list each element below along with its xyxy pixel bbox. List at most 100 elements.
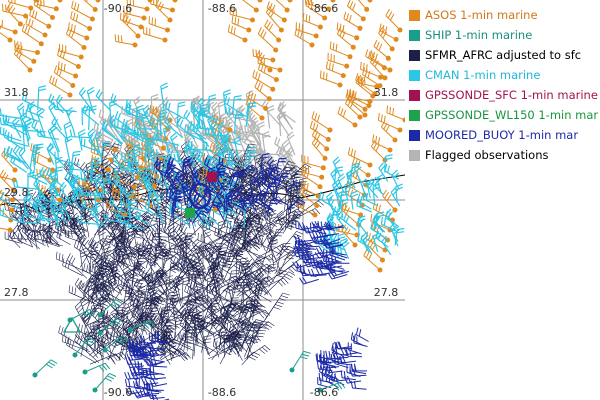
asos-barb (335, 223, 357, 236)
cman-barb (344, 181, 353, 201)
cman-barb (127, 149, 136, 175)
cman-barb (160, 82, 169, 112)
sfmr-barb (244, 345, 271, 360)
asos-dot (326, 6, 332, 12)
sfmr-barb (243, 335, 261, 345)
sfmr-barb (100, 306, 131, 335)
cman-barb (89, 157, 100, 180)
cman-barb (350, 190, 359, 210)
cman-barb (231, 95, 242, 115)
ship-dot (82, 369, 88, 375)
sfmr-barb (243, 331, 254, 357)
cman-barb (64, 135, 73, 163)
sfmr-barb (93, 159, 107, 180)
ship-swatch (409, 29, 420, 41)
sfmr-barb (200, 317, 215, 336)
asos-dot (319, 174, 325, 180)
cman-barb (188, 145, 207, 168)
sfmr-barb (170, 263, 201, 290)
sfmr-barb (178, 313, 203, 346)
asos-dot (31, 58, 37, 64)
buoy-barb (353, 335, 368, 347)
cman-barb (196, 110, 207, 130)
cman-barb (69, 150, 81, 176)
sfmr-barb (239, 278, 252, 318)
sfmr-barb (179, 309, 193, 329)
legend-label-ship: SHIP 1-min marine (425, 28, 533, 42)
asos-dot (367, 162, 373, 168)
buoy-barb (266, 156, 276, 175)
sfmr-barb (178, 305, 198, 335)
sfmr-barb (215, 252, 232, 270)
sfmr-barb (169, 211, 180, 226)
sfmr-barb (264, 271, 296, 296)
sfmr-barb (239, 152, 253, 189)
map-panel[interactable]: -90.6 -88.6 -86.6 -90.6 -88.6 -86.6 31.8 29.8 27… (0, 0, 405, 400)
asos-barb (131, 189, 151, 206)
buoy-barb (125, 386, 143, 395)
ship-barb (319, 381, 346, 391)
cman-barb (327, 197, 341, 216)
sfmr-barb (113, 328, 144, 350)
legend-label-sfmr: SFMR_AFRC adjusted to sfc (425, 48, 582, 62)
sfmr-barb (80, 234, 96, 260)
wind-observation-map[interactable]: -90.6 -88.6 -86.6 -90.6 -88.6 -86.6 31.8 29.8 27… (0, 0, 405, 400)
sfmr-barb (290, 211, 302, 230)
lat-label-left: 27.8 (4, 286, 29, 299)
asos-barb (231, 15, 249, 31)
sfmr-barb (177, 336, 195, 355)
cman-barb (122, 197, 146, 213)
sfmr-barb (224, 297, 239, 327)
legend-label-asos: ASOS 1-min marine (425, 8, 538, 22)
cman-barb (81, 105, 90, 126)
cman-barb (34, 171, 43, 201)
cman-barb (88, 134, 102, 156)
cman-barb (109, 100, 117, 129)
legend-label-moored-buoy: MOORED_BUOY 1-min mar (425, 128, 579, 142)
asos-barb (8, 0, 31, 9)
sfmr-barb (228, 149, 254, 184)
asos-barb (372, 201, 393, 221)
sfmr-barb (276, 165, 302, 181)
cman-barb (32, 148, 41, 171)
cman-barb (384, 210, 400, 228)
sfmr-barb (230, 328, 248, 348)
asos-dot (365, 172, 371, 178)
cman-barb (192, 107, 203, 130)
buoy-barb (215, 161, 224, 179)
asos-dot (73, 73, 79, 79)
cman-barb (0, 207, 23, 224)
sfmr-barb (112, 251, 133, 267)
asos-barb (367, 238, 383, 261)
lat-label-left: 31.8 (4, 86, 29, 99)
cman-barb (245, 146, 256, 165)
asos-dot (259, 115, 265, 121)
sfmr-barb (246, 329, 267, 357)
sfmr-barb (73, 239, 100, 265)
coordinate-labels: -90.6 -88.6 -86.6 -90.6 -88.6 -86.6 31.8 29.8 27… (4, 2, 398, 399)
buoy-barb (129, 342, 147, 351)
sfmr-barb (110, 289, 146, 314)
sfmr-barb (74, 278, 91, 302)
sfmr-barb (259, 196, 284, 206)
sfmr-barb (282, 220, 298, 234)
sfmr-barb (172, 267, 196, 293)
buoy-barb (133, 390, 152, 399)
sfmr-barb (93, 143, 122, 176)
buoy-barb (193, 193, 209, 212)
sfmr-barb (85, 161, 94, 181)
sfmr-barb (167, 294, 179, 324)
sfmr-barb (210, 260, 234, 294)
sfmr-barb (242, 212, 266, 224)
sfmr-barb (242, 266, 252, 294)
sfmr-barb (190, 330, 218, 354)
cman-barb (156, 193, 164, 223)
sfmr-barb (290, 185, 298, 214)
asos-barb (327, 52, 347, 67)
cman-barb (135, 210, 153, 227)
asos-dot (320, 165, 326, 171)
cman-barb (77, 215, 103, 226)
asos-barb (113, 170, 135, 188)
sfmr-barb (192, 238, 206, 270)
sfmr-barb (241, 304, 265, 333)
